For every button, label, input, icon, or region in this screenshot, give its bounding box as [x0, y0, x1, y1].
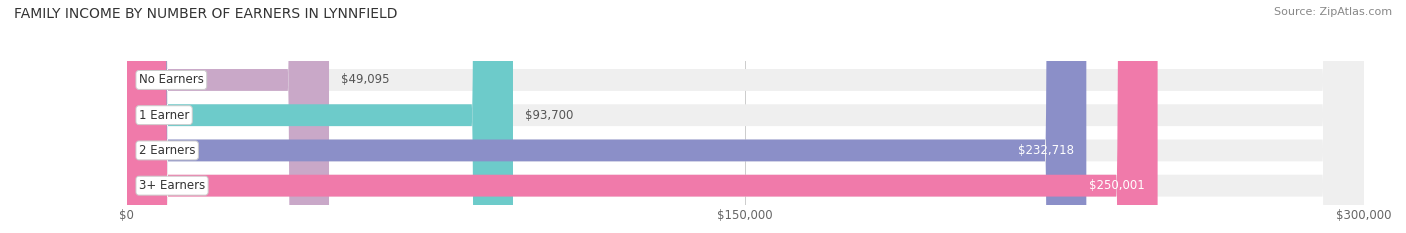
- Text: 3+ Earners: 3+ Earners: [139, 179, 205, 192]
- FancyBboxPatch shape: [127, 0, 1364, 233]
- FancyBboxPatch shape: [127, 0, 1364, 233]
- Text: No Earners: No Earners: [139, 73, 204, 86]
- FancyBboxPatch shape: [127, 0, 1087, 233]
- Text: $49,095: $49,095: [342, 73, 389, 86]
- Text: $232,718: $232,718: [1018, 144, 1074, 157]
- FancyBboxPatch shape: [127, 0, 1364, 233]
- Text: 1 Earner: 1 Earner: [139, 109, 190, 122]
- FancyBboxPatch shape: [127, 0, 1364, 233]
- Text: FAMILY INCOME BY NUMBER OF EARNERS IN LYNNFIELD: FAMILY INCOME BY NUMBER OF EARNERS IN LY…: [14, 7, 398, 21]
- FancyBboxPatch shape: [127, 0, 329, 233]
- Text: Source: ZipAtlas.com: Source: ZipAtlas.com: [1274, 7, 1392, 17]
- Text: 2 Earners: 2 Earners: [139, 144, 195, 157]
- Text: $250,001: $250,001: [1090, 179, 1146, 192]
- Text: $93,700: $93,700: [526, 109, 574, 122]
- FancyBboxPatch shape: [127, 0, 1157, 233]
- FancyBboxPatch shape: [127, 0, 513, 233]
